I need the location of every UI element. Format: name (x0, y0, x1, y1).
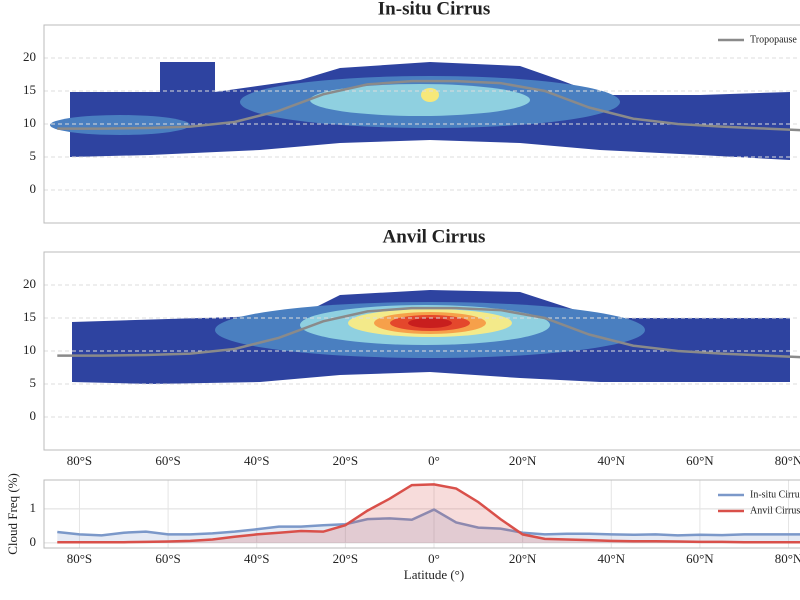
y-tick-label: 20 (23, 49, 36, 64)
plot-area (44, 480, 800, 548)
x-tick-label: 80°N (775, 551, 800, 566)
y-tick-label: 10 (23, 342, 36, 357)
y-tick-label: 15 (23, 82, 36, 97)
contour-field (50, 62, 790, 160)
x-tick-label: 0° (428, 453, 440, 468)
tropopause-line (57, 79, 800, 132)
line (57, 508, 800, 537)
area (57, 484, 800, 543)
y-tick-label: 0 (30, 408, 37, 423)
x-tick-label: 40°N (597, 551, 625, 566)
y-tick-label: 0 (30, 181, 37, 196)
y-tick-label: 1 (30, 500, 37, 515)
axes-frame (43, 251, 800, 451)
x-tick-label: 80°S (67, 551, 92, 566)
y-tick-label: 5 (30, 375, 37, 390)
legend-label: Tropopause (750, 34, 797, 45)
y-tick-label: 0 (30, 534, 37, 549)
chart-title: Anvil Cirrus (383, 226, 486, 247)
x-tick-label: 0° (428, 551, 440, 566)
y-tick-label: 5 (30, 148, 37, 163)
x-tick-label: 80°N (775, 453, 800, 468)
line (57, 483, 800, 544)
x-tick-label: 40°S (244, 551, 269, 566)
x-axis-label: Latitude (°) (404, 567, 464, 582)
plot-area (44, 284, 800, 418)
axes-frame (43, 24, 800, 224)
x-tick-label: 60°S (155, 453, 180, 468)
y-tick-label: 20 (23, 276, 36, 291)
y-tick-label: 15 (23, 309, 36, 324)
legend-label: Anvil Cirrus (750, 505, 800, 516)
chart-title: In-situ Cirrus (378, 0, 490, 19)
x-tick-label: 40°S (244, 453, 269, 468)
tropopause-line (57, 306, 800, 359)
x-tick-label: 60°S (155, 551, 180, 566)
x-tick-label: 60°N (686, 551, 714, 566)
x-tick-label: 20°N (509, 453, 537, 468)
x-tick-label: 40°N (597, 453, 625, 468)
x-tick-label: 20°S (333, 551, 358, 566)
legend-label: In-situ Cirrus (750, 489, 800, 500)
y-tick-label: 10 (23, 115, 36, 130)
y-axis-label: Cloud Freq (%) (5, 473, 20, 555)
x-tick-label: 80°S (67, 453, 92, 468)
x-tick-label: 60°N (686, 453, 714, 468)
plot-area (44, 57, 800, 191)
x-tick-label: 20°S (333, 453, 358, 468)
axes-frame (43, 479, 800, 549)
x-tick-label: 20°N (509, 551, 537, 566)
